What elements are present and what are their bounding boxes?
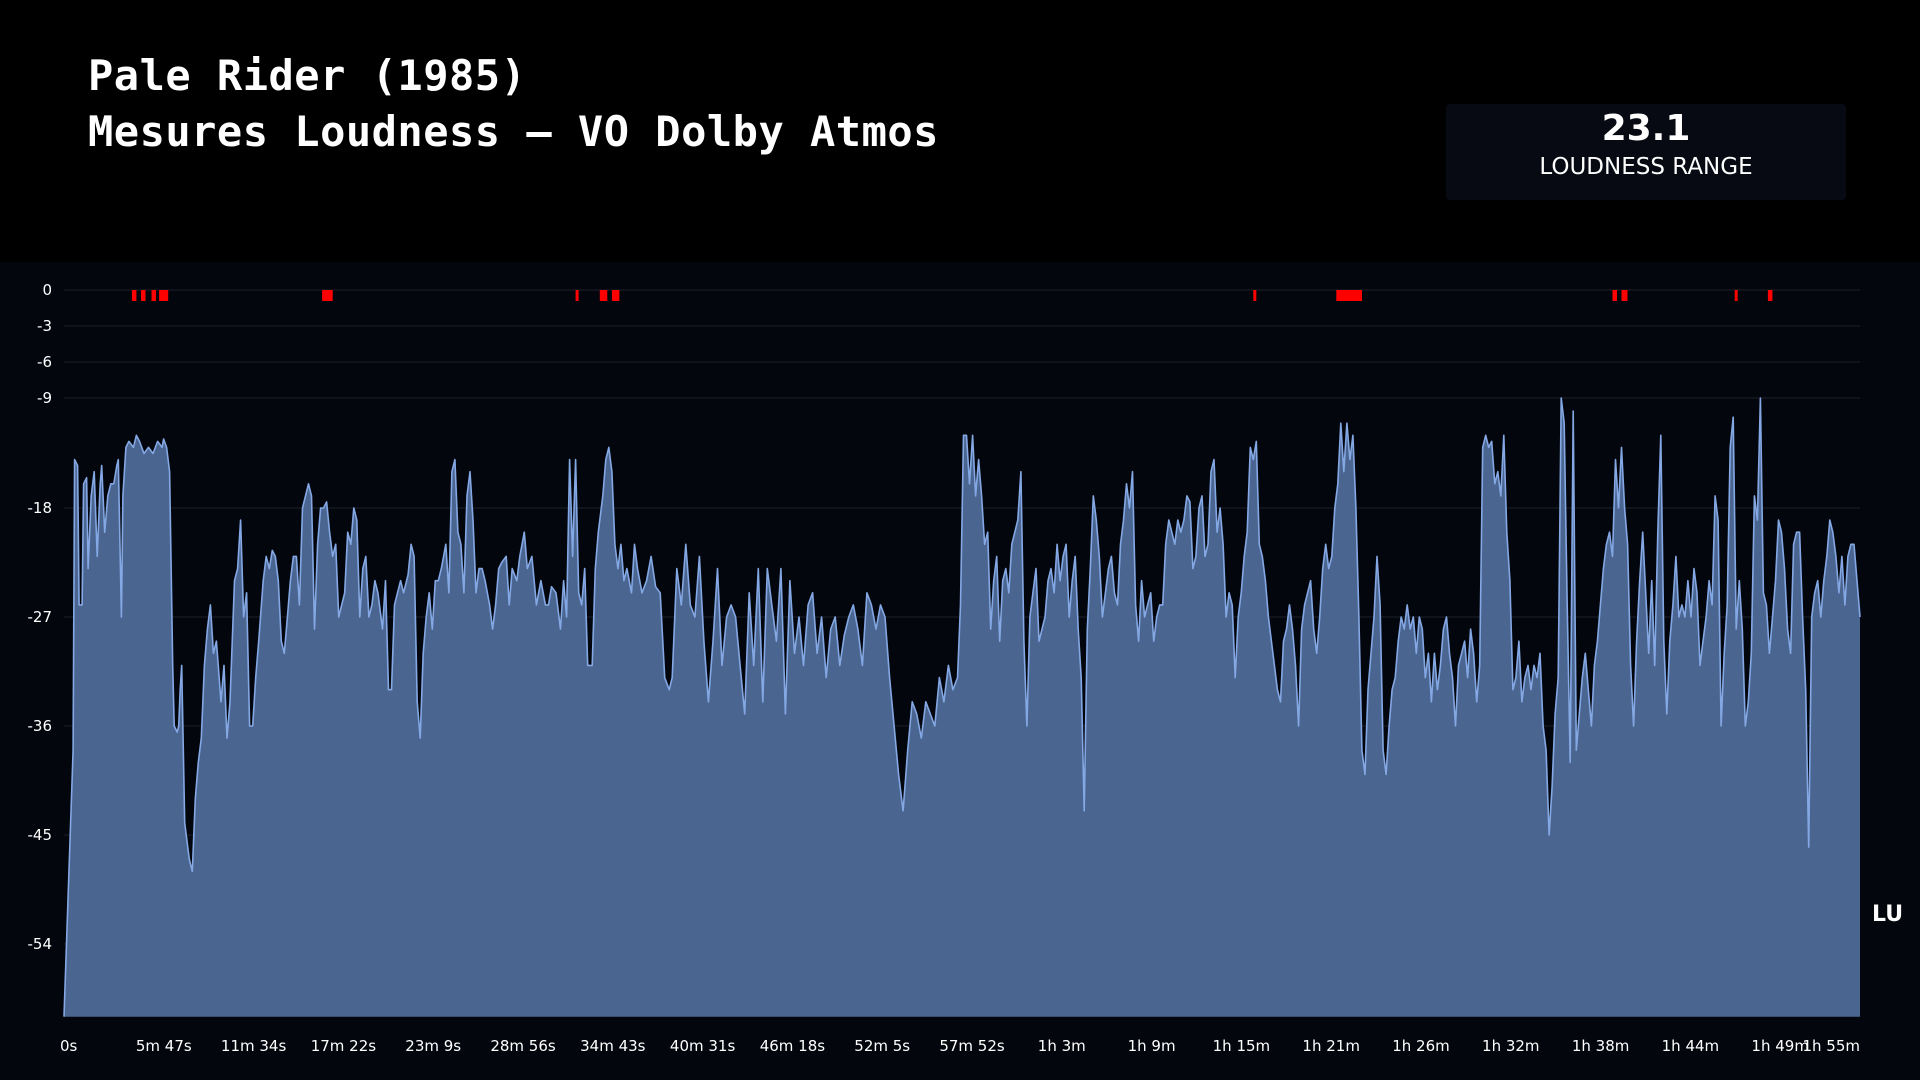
- peak-marker: [1336, 290, 1362, 301]
- loudness-chart: 0 -3 -6 -9 -18 -27 -36 -45 -54 0s 5m 47s 11m 34s 17…: [28, 281, 1861, 1055]
- peak-marker: [1734, 290, 1738, 301]
- peak-marker: [1767, 290, 1773, 301]
- x-tick-label: 28m 56s: [490, 1037, 556, 1055]
- x-axis-ticks: 0s 5m 47s 11m 34s 17m 22s 23m 9s 28m 56s 34m 4…: [60, 1037, 1860, 1055]
- y-tick-label: 0: [42, 281, 52, 299]
- x-tick-label: 1h 21m: [1302, 1037, 1360, 1055]
- peak-marker: [611, 290, 620, 301]
- x-tick-label: 1h 32m: [1482, 1037, 1540, 1055]
- y-unit-label: LU: [1872, 902, 1904, 927]
- loudness-line: [63, 397, 1861, 1017]
- loudness-series: [63, 397, 1861, 1017]
- x-tick-label: 1h 38m: [1572, 1037, 1630, 1055]
- x-tick-label: 1h 49m: [1751, 1037, 1809, 1055]
- y-tick-label: -9: [37, 389, 52, 407]
- peak-marker: [131, 290, 137, 301]
- y-tick-label: -45: [28, 826, 53, 844]
- peak-marker: [322, 290, 333, 301]
- y-axis-ticks: 0 -3 -6 -9 -18 -27 -36 -45 -54: [28, 281, 53, 953]
- x-tick-label: 1h 9m: [1128, 1037, 1176, 1055]
- y-tick-label: -3: [37, 317, 52, 335]
- y-tick-label: -36: [28, 717, 53, 735]
- x-tick-label: 11m 34s: [221, 1037, 287, 1055]
- title-line-film: Pale Rider (1985): [88, 51, 527, 100]
- loudness-range-card: 23.1 LOUDNESS RANGE: [1446, 104, 1846, 200]
- peak-marker: [1612, 290, 1617, 301]
- x-tick-label: 5m 47s: [136, 1037, 192, 1055]
- peak-marker: [1621, 290, 1628, 301]
- x-tick-label: 0s: [60, 1037, 78, 1055]
- loudness-range-value: 23.1: [1601, 108, 1691, 149]
- y-tick-label: -18: [28, 499, 53, 517]
- x-tick-label: 1h 26m: [1392, 1037, 1450, 1055]
- peak-marker: [141, 290, 146, 301]
- x-tick-label: 17m 22s: [311, 1037, 377, 1055]
- x-tick-label: 1h 44m: [1662, 1037, 1720, 1055]
- peak-marker: [151, 290, 156, 301]
- loudness-area: [64, 398, 1860, 1017]
- x-tick-label: 40m 31s: [670, 1037, 736, 1055]
- title-line-subtitle: Mesures Loudness – VO Dolby Atmos: [88, 107, 939, 156]
- x-tick-label: 1h 15m: [1213, 1037, 1271, 1055]
- y-tick-label: -6: [37, 353, 52, 371]
- x-tick-label: 1h 3m: [1038, 1037, 1086, 1055]
- x-tick-label: 46m 18s: [760, 1037, 826, 1055]
- peak-marker: [599, 290, 608, 301]
- y-tick-label: -54: [28, 935, 53, 953]
- x-tick-label: 1h 55m: [1802, 1037, 1860, 1055]
- chart-panel: 0 -3 -6 -9 -18 -27 -36 -45 -54 0s 5m 47s 11m 34s 17…: [0, 262, 1920, 1080]
- loudness-range-label: LOUDNESS RANGE: [1539, 154, 1753, 180]
- true-peak-markers: [131, 290, 1773, 301]
- x-tick-label: 57m 52s: [939, 1037, 1005, 1055]
- peak-marker: [159, 290, 169, 301]
- chart-title: Pale Rider (1985) Mesures Loudness – VO …: [88, 48, 939, 160]
- peak-marker: [575, 290, 579, 301]
- y-tick-label: -27: [28, 608, 53, 626]
- x-tick-label: 23m 9s: [405, 1037, 461, 1055]
- x-tick-label: 34m 43s: [580, 1037, 646, 1055]
- peak-marker: [1253, 290, 1257, 301]
- x-tick-label: 52m 5s: [854, 1037, 910, 1055]
